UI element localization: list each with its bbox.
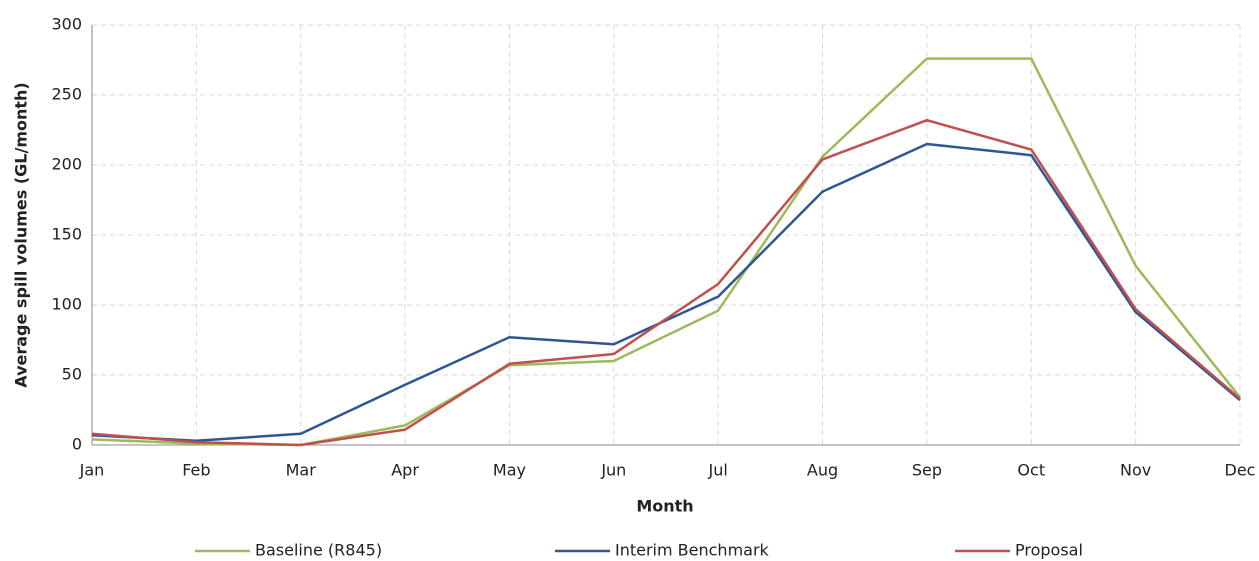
x-tick-label: May (493, 461, 526, 480)
series-line (91, 57, 1241, 447)
y-tick-label: 150 (51, 225, 82, 244)
y-tick-label: 250 (51, 85, 82, 104)
x-tick-label: Jan (79, 461, 105, 480)
x-tick-label: Nov (1120, 461, 1151, 480)
x-tick-label: Aug (807, 461, 838, 480)
legend-label: Baseline (R845) (255, 541, 382, 560)
x-tick-label: Mar (286, 461, 317, 480)
y-tick-label: 200 (51, 155, 82, 174)
x-tick-label: Jul (708, 461, 728, 480)
series-line (91, 142, 1241, 443)
x-tick-label: Jun (600, 461, 626, 480)
y-tick-label: 0 (72, 435, 82, 454)
y-tick-label: 300 (51, 15, 82, 34)
series-line (91, 118, 1241, 447)
x-tick-label: Sep (912, 461, 942, 480)
y-axis-title: Average spill volumes (GL/month) (12, 82, 31, 387)
y-tick-label: 100 (51, 295, 82, 314)
x-tick-label: Oct (1017, 461, 1045, 480)
x-tick-label: Feb (182, 461, 210, 480)
legend-label: Proposal (1015, 541, 1083, 560)
x-tick-label: Dec (1225, 461, 1256, 480)
x-axis-title: Month (636, 497, 693, 516)
legend-label: Interim Benchmark (615, 541, 770, 560)
y-tick-label: 50 (62, 365, 82, 384)
x-tick-label: Apr (391, 461, 419, 480)
